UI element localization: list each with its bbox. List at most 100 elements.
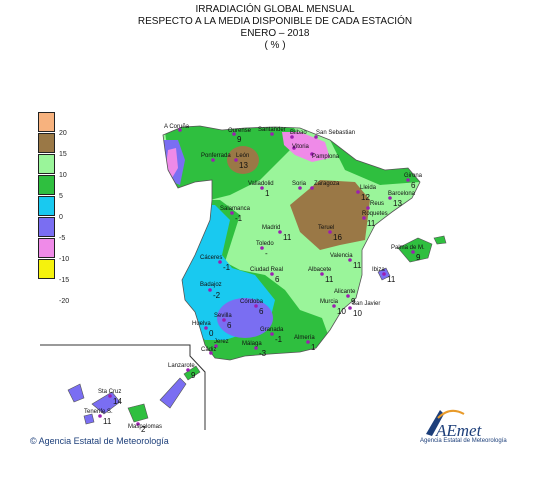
station-value: - — [265, 249, 268, 258]
station-name: Maspalomas — [128, 424, 162, 430]
station-marker — [292, 146, 296, 150]
station-value: 6 — [275, 275, 280, 284]
legend-swatch — [38, 133, 55, 153]
station-name: Vitoria — [292, 144, 310, 150]
station-marker — [211, 158, 215, 162]
station-name: Santander — [258, 127, 286, 133]
station-value: 9 — [351, 297, 356, 306]
station-marker — [406, 178, 410, 182]
map-title: IRRADIACIÓN GLOBAL MENSUAL RESPECTO A LA… — [0, 4, 550, 52]
station-marker — [382, 272, 386, 276]
station-marker — [234, 158, 238, 162]
station-value: 11 — [387, 275, 396, 284]
station-name: Tenerife S. — [84, 409, 113, 415]
station-name: Teruel — [318, 225, 334, 231]
station-value: 13 — [393, 199, 402, 208]
station-name: A Coruña — [164, 124, 190, 130]
station-value: -1 — [235, 214, 243, 223]
station-name: Lleida — [360, 185, 377, 191]
la-gomera-island — [83, 413, 95, 425]
station-value: 2 — [141, 425, 146, 434]
station-name: Roquetes — [362, 211, 388, 217]
legend-label: 5 — [59, 193, 63, 200]
station-name: Lanzarote — [168, 363, 195, 369]
station-value: 14 — [113, 397, 122, 406]
mallorca-island — [397, 237, 433, 263]
station-marker — [306, 340, 310, 344]
legend-label: -10 — [59, 256, 70, 263]
station-marker — [356, 190, 360, 194]
zone-minus15-to-minus10 — [282, 132, 330, 162]
legend-swatch — [38, 196, 55, 216]
lanzarote-island — [183, 365, 201, 381]
station-marker — [178, 128, 182, 132]
station-marker — [278, 230, 282, 234]
station-marker — [298, 186, 302, 190]
station-marker — [348, 258, 352, 262]
station-name: Bilbao — [290, 130, 307, 136]
fuerteventura-island — [159, 377, 187, 409]
station-value: 11 — [353, 261, 362, 270]
station-name: Huelva — [192, 321, 211, 327]
station-value: 11 — [103, 417, 112, 426]
station-name: Reus — [370, 201, 384, 207]
title-line-1: IRRADIACIÓN GLOBAL MENSUAL — [195, 4, 355, 15]
station-value: 1 — [265, 189, 270, 198]
station-name: San Javier — [352, 301, 380, 307]
legend-swatch — [38, 259, 55, 279]
legend-label: -20 — [59, 298, 70, 305]
station-value: 0 — [209, 329, 214, 338]
station-name: Sevilla — [214, 313, 232, 319]
zone-10-to-15-north — [227, 146, 259, 174]
station-value: 9 — [416, 253, 421, 262]
station-name: Albacete — [308, 267, 332, 273]
title-line-3: ENERO – 2018 — [240, 28, 310, 39]
aemet-logo: AEmet — [426, 409, 483, 440]
station-value: 16 — [333, 233, 342, 242]
inset-frame — [40, 344, 206, 430]
station-name: Ciudad Real — [250, 267, 283, 273]
station-value: 10 — [337, 307, 346, 316]
station-marker — [270, 132, 274, 136]
station-name: Cádiz — [201, 347, 216, 353]
station-name: Cáceres — [200, 255, 222, 261]
station-name: Valladolid — [248, 181, 274, 187]
station-name: Sta Cruz — [98, 389, 121, 395]
station-value: -3 — [259, 349, 267, 358]
legend-label: 20 — [59, 130, 67, 137]
gran-canaria-island — [127, 403, 149, 423]
station-marker — [98, 414, 102, 418]
station-name: Soria — [292, 181, 307, 187]
station-value: 11 — [325, 275, 334, 284]
station-marker — [270, 272, 274, 276]
station-marker — [411, 250, 415, 254]
station-name: Murcia — [320, 299, 339, 305]
station-name: Barcelona — [388, 191, 416, 197]
logo-subtitle: Agencia Estatal de Meteorología — [420, 438, 507, 444]
station-marker — [254, 346, 258, 350]
legend-swatch — [38, 175, 55, 195]
legend-label: -15 — [59, 277, 70, 284]
spain-coastline — [162, 125, 421, 361]
station-marker — [348, 306, 352, 310]
station-marker — [214, 344, 218, 348]
station-marker — [346, 294, 350, 298]
station-name: Córdoba — [240, 299, 264, 305]
zone-10-to-15-east — [290, 180, 370, 250]
station-name: Madrid — [262, 225, 280, 231]
station-name: Pamplona — [312, 154, 340, 160]
station-marker — [222, 318, 226, 322]
station-value: 12 — [361, 193, 370, 202]
station-value: 6 — [411, 181, 416, 190]
legend-swatch — [38, 217, 55, 237]
station-marker — [290, 135, 294, 139]
station-marker — [388, 196, 392, 200]
station-value: 6 — [259, 307, 264, 316]
station-marker — [136, 422, 140, 426]
station-name: Almería — [294, 335, 315, 341]
station-name: Ibiza — [372, 267, 385, 273]
station-name: Valencia — [330, 253, 353, 259]
station-value: 6 — [227, 321, 232, 330]
logo-sun-arc — [437, 409, 465, 419]
station-name: Ourense — [228, 128, 252, 134]
